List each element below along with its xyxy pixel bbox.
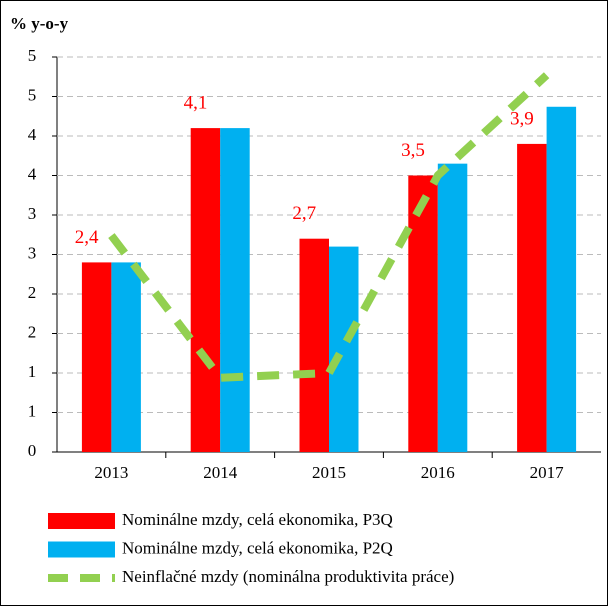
data-label: 2,7 <box>292 203 316 224</box>
bar <box>111 262 141 452</box>
y-tick-label: 5 <box>28 46 37 65</box>
bar <box>220 128 250 452</box>
y-tick-label: 2 <box>28 322 37 341</box>
bar <box>546 106 577 453</box>
bar <box>190 128 221 452</box>
y-tick-label: 2 <box>28 283 37 302</box>
legend-label: Nominálne mzdy, celá ekonomika, P3Q <box>122 510 393 529</box>
bar <box>81 262 112 452</box>
x-tick-label: 2015 <box>312 463 346 482</box>
x-tick-label: 2014 <box>203 463 238 482</box>
x-tick-label: 2016 <box>421 463 455 482</box>
legend-label: Nominálne mzdy, celá ekonomika, P2Q <box>122 538 393 557</box>
legend-swatch <box>48 541 115 558</box>
y-tick-label: 3 <box>28 204 37 223</box>
bar <box>437 163 468 452</box>
data-label: 2,4 <box>75 227 99 248</box>
y-tick-label: 1 <box>28 362 37 381</box>
data-label: 3,5 <box>401 140 425 161</box>
data-label: 3,9 <box>510 108 534 129</box>
chart-title: % y-o-y <box>10 14 69 33</box>
data-label: 4,1 <box>184 92 208 113</box>
x-tick-label: 2017 <box>530 463 565 482</box>
bar <box>299 238 329 452</box>
y-tick-label: 3 <box>28 243 37 262</box>
bar <box>408 175 438 452</box>
y-tick-label: 4 <box>28 125 37 144</box>
y-tick-label: 1 <box>28 401 37 420</box>
legend-swatch <box>48 513 115 529</box>
line <box>108 72 550 382</box>
legend-label: Neinflačné mzdy (nominálna produktivita … <box>122 567 454 586</box>
x-tick-label: 2013 <box>94 463 128 482</box>
y-tick-label: 4 <box>28 164 37 183</box>
y-tick-label: 5 <box>28 85 37 104</box>
bar <box>329 246 359 452</box>
bar <box>517 143 547 452</box>
y-tick-label: 0 <box>28 441 37 460</box>
